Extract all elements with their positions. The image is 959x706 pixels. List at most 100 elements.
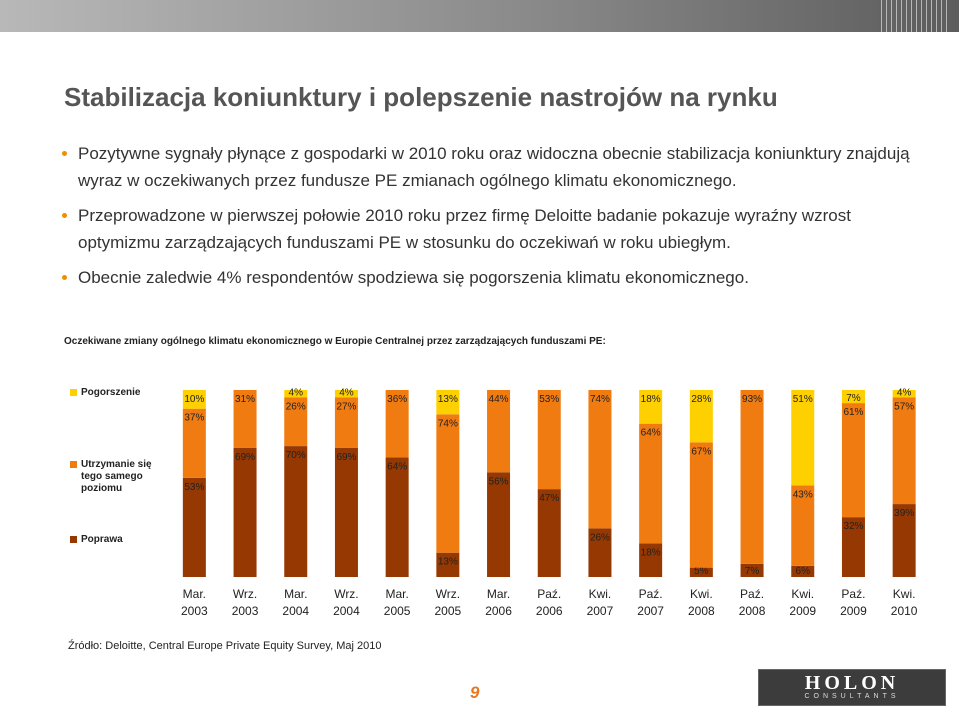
bar-segment-utrzymanie-sie-tego-samego-poziomu xyxy=(791,485,815,566)
data-label: 47% xyxy=(539,493,559,504)
x-tick-year: 2006 xyxy=(485,604,512,618)
bar-segment-poprawa xyxy=(284,446,308,577)
data-label: 13% xyxy=(438,557,458,568)
logo-wordmark: HOLON xyxy=(804,672,900,694)
chart-caption: Oczekiwane zmiany ogólnego klimatu ekono… xyxy=(64,336,606,347)
data-label: 44% xyxy=(489,394,509,405)
x-tick-year: 2007 xyxy=(637,604,664,618)
x-tick-year: 2003 xyxy=(180,604,208,618)
x-tick-label: Mar. 2006 xyxy=(472,586,526,620)
data-label: 37% xyxy=(184,413,204,424)
holon-logo: HOLON CONSULTANTS xyxy=(758,669,946,706)
x-tick-year: 2006 xyxy=(535,604,563,618)
data-label: 64% xyxy=(387,461,407,472)
x-tick-year: 2008 xyxy=(687,604,715,618)
bar-segment-poprawa xyxy=(537,489,561,577)
data-label: 36% xyxy=(387,394,407,405)
x-tick-year: 2007 xyxy=(586,604,614,618)
legend-swatch xyxy=(70,461,77,468)
bar-segment-utrzymanie-sie-tego-samego-poziomu xyxy=(639,423,663,544)
data-label: 53% xyxy=(539,394,559,405)
x-tick-year: 2004 xyxy=(333,604,360,618)
x-tick-month: Mar. xyxy=(284,587,308,601)
bar-segment-utrzymanie-sie-tego-samego-poziomu xyxy=(892,397,916,505)
legend-item-utrzymanie-sie-tego-samego-poziomu: Utrzymanie się tego samego poziomu xyxy=(70,459,152,495)
legend-label: tego samego xyxy=(81,471,143,482)
x-tick-label: Mar. 2005 xyxy=(370,586,424,620)
banner-stripes xyxy=(881,0,951,32)
x-tick-label: Paź. 2008 xyxy=(725,586,779,620)
x-tick-month: Paź. xyxy=(537,587,562,601)
bullet-list: Pozytywne sygnały płynące z gospodarki w… xyxy=(62,140,932,299)
x-tick-label: Paź. 2007 xyxy=(624,586,678,620)
bullet-item: Pozytywne sygnały płynące z gospodarki w… xyxy=(62,140,932,194)
bar-segment-poprawa xyxy=(182,477,206,577)
bar-segment-poprawa xyxy=(487,472,511,577)
x-tick-year: 2008 xyxy=(738,604,766,618)
bar-segment-poprawa xyxy=(841,517,865,577)
bar-segment-poprawa xyxy=(385,457,409,577)
legend-swatch xyxy=(70,389,77,396)
data-label: 7% xyxy=(745,566,760,577)
x-tick-month: Wrz. xyxy=(232,587,258,601)
data-label: 5% xyxy=(694,566,709,577)
bar-segment-utrzymanie-sie-tego-samego-poziomu xyxy=(182,408,206,478)
bar-segment-poprawa xyxy=(436,552,460,577)
x-tick-year: 2004 xyxy=(282,604,310,618)
x-tick-label: Wrz. 2004 xyxy=(319,586,373,620)
bar-segment-utrzymanie-sie-tego-samego-poziomu xyxy=(487,390,511,473)
data-label: 67% xyxy=(691,446,711,457)
bar-segment-utrzymanie-sie-tego-samego-poziomu xyxy=(689,442,713,568)
bar-segment-poprawa xyxy=(791,565,815,577)
bar-segment-poprawa xyxy=(892,504,916,577)
x-tick-label: Kwi. 2009 xyxy=(776,586,830,620)
x-tick-year: 2005 xyxy=(383,604,411,618)
data-label: 32% xyxy=(843,521,863,532)
bar-segment-pogorszenie xyxy=(892,390,916,398)
bar-segment-utrzymanie-sie-tego-samego-poziomu xyxy=(334,397,358,448)
x-tick-year: 2009 xyxy=(840,604,867,618)
bar-segment-utrzymanie-sie-tego-samego-poziomu xyxy=(537,390,561,490)
page-number: 9 xyxy=(470,683,480,702)
data-label: 26% xyxy=(286,401,306,412)
data-label: 69% xyxy=(336,452,356,463)
x-tick-month: Wrz. xyxy=(435,587,461,601)
bar-segment-poprawa xyxy=(639,543,663,577)
x-tick-label: Kwi. 2010 xyxy=(877,586,931,620)
logo-subtitle: CONSULTANTS xyxy=(804,693,900,700)
bar-segment-pogorszenie xyxy=(639,390,663,424)
bar-segment-poprawa xyxy=(233,447,257,577)
data-label: 27% xyxy=(336,401,356,412)
data-label: 10% xyxy=(184,394,204,405)
legend-item-pogorszenie: Pogorszenie xyxy=(70,387,140,399)
bar-segment-utrzymanie-sie-tego-samego-poziomu xyxy=(436,414,460,553)
x-tick-month: Kwi. xyxy=(892,587,916,601)
x-tick-year: 2005 xyxy=(434,604,462,618)
bar-segment-pogorszenie xyxy=(689,390,713,443)
bar-segment-utrzymanie-sie-tego-samego-poziomu xyxy=(588,390,612,529)
bar-segment-pogorszenie xyxy=(791,390,815,486)
data-label: 51% xyxy=(793,394,813,405)
legend-item-poprawa: Poprawa xyxy=(70,534,123,546)
x-tick-year: 2003 xyxy=(231,604,259,618)
bar-segment-utrzymanie-sie-tego-samego-poziomu xyxy=(841,403,865,518)
legend-swatch xyxy=(70,536,77,543)
data-label: 69% xyxy=(235,452,255,463)
bar-segment-pogorszenie xyxy=(182,390,206,409)
data-label: 56% xyxy=(489,476,509,487)
x-tick-month: Paź. xyxy=(740,587,765,601)
data-label: 4% xyxy=(897,387,912,398)
x-tick-label: Kwi. 2007 xyxy=(573,586,627,620)
bar-segment-pogorszenie xyxy=(334,390,358,398)
bar-segment-poprawa xyxy=(588,528,612,577)
x-tick-label: Mar. 2004 xyxy=(269,586,323,620)
bar-segment-pogorszenie xyxy=(284,390,308,398)
x-tick-label: Wrz. 2003 xyxy=(218,586,272,620)
bullet-item: Przeprowadzone w pierwszej połowie 2010 … xyxy=(62,202,932,256)
bar-segment-poprawa xyxy=(334,447,358,577)
bar-segment-pogorszenie xyxy=(841,390,865,404)
data-label: 28% xyxy=(691,394,711,405)
x-tick-year: 2009 xyxy=(789,604,817,618)
x-tick-year: 2010 xyxy=(890,604,918,618)
